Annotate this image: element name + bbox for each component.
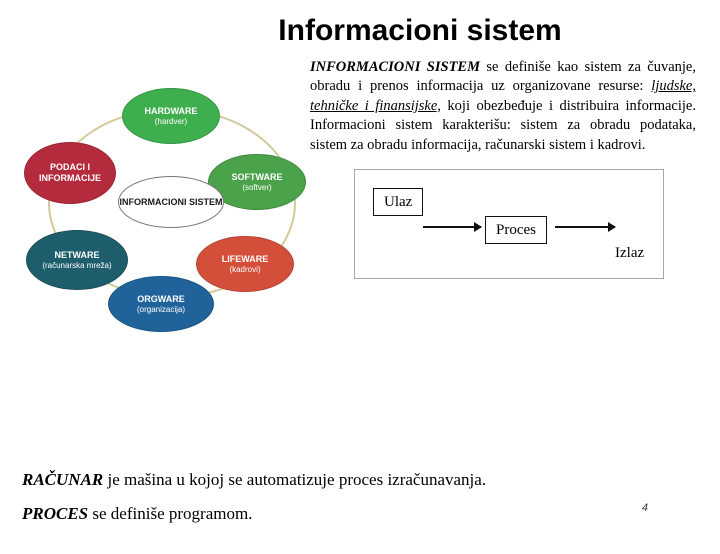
slide-title: Informacioni sistem (120, 14, 720, 48)
petal-title: NETWARE (55, 250, 100, 261)
flow-box-izlaz: Izlaz (605, 240, 654, 266)
petal-hardware: HARDWARE (hardver) (122, 88, 220, 144)
petal-title: SOFTWARE (232, 172, 283, 183)
petal-title: ORGWARE (137, 294, 185, 305)
flow-box-ulaz: Ulaz (373, 188, 423, 216)
flow-diagram: Ulaz Proces Izlaz (354, 169, 664, 279)
petal-title: PODACI I INFORMACIJE (25, 162, 115, 184)
petal-sub: (softver) (242, 183, 271, 193)
flow-box-proces: Proces (485, 216, 547, 244)
racunar-lead: RAČUNAR (22, 470, 103, 489)
petal-netware: NETWARE (računarska mreža) (26, 230, 128, 290)
definition-underline2: tehničke i finansijske, (310, 98, 441, 114)
petal-orgware: ORGWARE (organizacija) (108, 276, 214, 332)
definition-lead: INFORMACIONI SISTEM (310, 59, 480, 75)
diagram-center-label: INFORMACIONI SISTEM (118, 176, 224, 228)
petal-diagram: INFORMACIONI SISTEM HARDWARE (hardver) S… (14, 58, 304, 358)
definition-underline1: ljudske, (651, 78, 696, 94)
petal-sub: (organizacija) (137, 305, 185, 315)
petal-title: LIFEWARE (222, 254, 269, 265)
flow-arrow (423, 226, 481, 228)
definition-paragraph: INFORMACIONI SISTEM se definiše kao sist… (304, 58, 696, 358)
petal-podaci: PODACI I INFORMACIJE (24, 142, 116, 204)
main-content-row: INFORMACIONI SISTEM HARDWARE (hardver) S… (0, 58, 720, 358)
proces-text: se definiše programom. (88, 504, 252, 523)
proces-lead: PROCES (22, 504, 88, 523)
racunar-text: je mašina u kojoj se automatizuje proces… (103, 470, 486, 489)
page-number: 4 (642, 502, 648, 514)
petal-lifeware: LIFEWARE (kadrovi) (196, 236, 294, 292)
petal-sub: (kadrovi) (229, 265, 260, 275)
bottom-definitions: RAČUNAR je mašina u kojoj se automatizuj… (22, 470, 698, 524)
flow-arrow (555, 226, 615, 228)
petal-sub: (računarska mreža) (42, 261, 111, 271)
petal-sub: (hardver) (155, 117, 187, 127)
petal-title: HARDWARE (145, 106, 198, 117)
